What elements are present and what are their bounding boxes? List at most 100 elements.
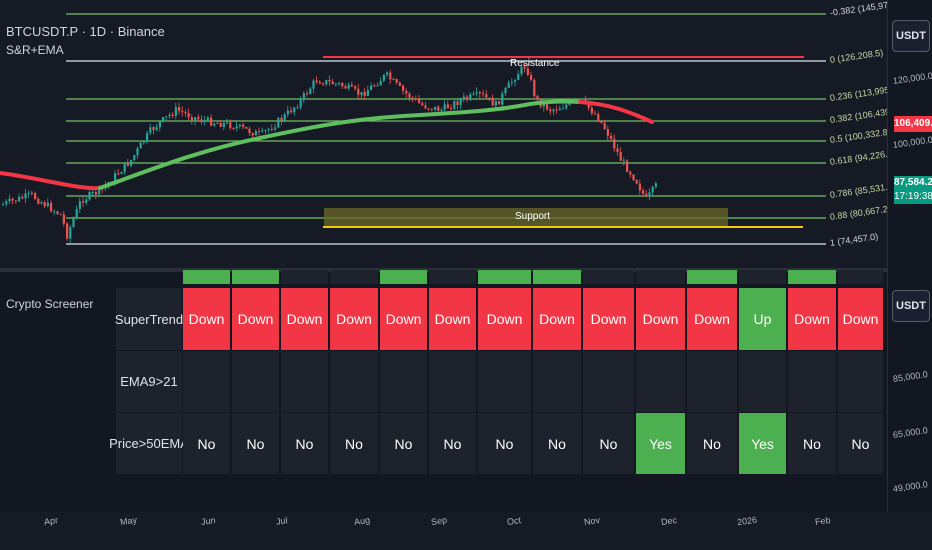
ema-cross-cell xyxy=(429,351,476,412)
candle xyxy=(254,129,257,136)
candle xyxy=(155,124,158,132)
candle xyxy=(306,90,309,97)
price-ema-cell: No xyxy=(183,413,230,474)
candle xyxy=(600,121,603,124)
candle xyxy=(626,159,629,173)
supertrend-cell: Down xyxy=(183,288,230,350)
time-label: Apr xyxy=(43,515,59,527)
currency-button-bottom[interactable]: USDT xyxy=(892,290,930,322)
candle xyxy=(526,64,529,77)
candle xyxy=(8,194,11,205)
candle xyxy=(635,179,638,185)
candle xyxy=(146,130,149,144)
candle xyxy=(328,75,331,86)
candle xyxy=(418,94,421,104)
candle xyxy=(139,141,142,149)
candle xyxy=(290,106,293,114)
candle xyxy=(565,102,568,111)
currency-button[interactable]: USDT xyxy=(892,20,930,52)
candle xyxy=(494,100,497,108)
candle xyxy=(53,209,56,216)
candle xyxy=(94,190,97,200)
candle xyxy=(414,95,417,102)
candle xyxy=(504,86,507,96)
candle xyxy=(72,216,75,229)
candle xyxy=(603,119,606,130)
candle xyxy=(363,87,366,100)
ema-price-tag: 106,409.7 xyxy=(894,116,932,132)
resistance-label: Resistance xyxy=(510,58,560,69)
candle xyxy=(229,119,232,131)
candle xyxy=(206,115,209,123)
ema-line xyxy=(0,99,654,191)
candle xyxy=(437,105,440,112)
candle xyxy=(562,103,565,110)
candle xyxy=(130,159,133,168)
price-ema-cell: No xyxy=(478,413,531,474)
candle xyxy=(558,105,561,111)
candle xyxy=(533,78,536,99)
candle xyxy=(309,86,312,95)
price-ema-cell: No xyxy=(330,413,378,474)
candle xyxy=(555,105,558,114)
candle xyxy=(597,111,600,123)
candle xyxy=(430,108,433,112)
ema-cross-cell xyxy=(330,351,378,412)
supertrend-cell: Down xyxy=(429,288,476,350)
candle xyxy=(123,162,126,175)
candle xyxy=(190,114,193,125)
price-ema-cell: No xyxy=(429,413,476,474)
candle xyxy=(210,114,213,127)
candle xyxy=(411,96,414,103)
candle xyxy=(242,122,245,130)
candle xyxy=(18,193,21,203)
supertrend-cell: Down xyxy=(533,288,581,350)
price-ema-cell: Yes xyxy=(636,413,685,474)
supertrend-cell: Down xyxy=(583,288,634,350)
candle xyxy=(258,127,261,136)
candle xyxy=(270,124,273,132)
indicator-label: S&R+EMA xyxy=(6,43,64,57)
candle xyxy=(491,94,494,106)
current-price-tag: 87,584.2 xyxy=(894,176,932,190)
time-axis[interactable] xyxy=(0,512,887,550)
candle xyxy=(235,121,238,132)
candle xyxy=(37,196,40,205)
candle xyxy=(478,90,481,99)
candle xyxy=(594,110,597,115)
candle xyxy=(136,146,139,160)
candle xyxy=(50,200,53,213)
ema-cross-cell xyxy=(583,351,634,412)
ema-cross-cell xyxy=(533,351,581,412)
candle xyxy=(24,188,27,204)
candle xyxy=(168,112,171,119)
candle xyxy=(648,188,651,200)
supertrend-cell: Up xyxy=(739,288,786,350)
support-label: Support xyxy=(515,211,551,222)
candle xyxy=(334,82,337,87)
candle xyxy=(66,222,69,241)
candle xyxy=(523,63,526,73)
candle xyxy=(158,121,161,132)
candle xyxy=(469,92,472,102)
candle xyxy=(5,199,8,207)
status-strip-cell xyxy=(583,270,634,284)
candle xyxy=(219,120,222,128)
candle xyxy=(472,91,475,96)
candle xyxy=(165,116,168,121)
candle xyxy=(443,100,446,112)
price-ema-cell: No xyxy=(232,413,279,474)
candle xyxy=(427,107,430,111)
price-ema-cell: No xyxy=(788,413,836,474)
candle xyxy=(238,123,241,129)
price-axis[interactable] xyxy=(887,0,932,512)
supertrend-cell: Down xyxy=(788,288,836,350)
candle xyxy=(142,141,145,145)
candle xyxy=(370,82,373,91)
candle xyxy=(34,191,37,200)
candle xyxy=(376,82,379,87)
price-chart[interactable] xyxy=(0,0,932,268)
candle xyxy=(354,84,357,91)
candle xyxy=(11,197,14,205)
candle xyxy=(520,65,523,77)
